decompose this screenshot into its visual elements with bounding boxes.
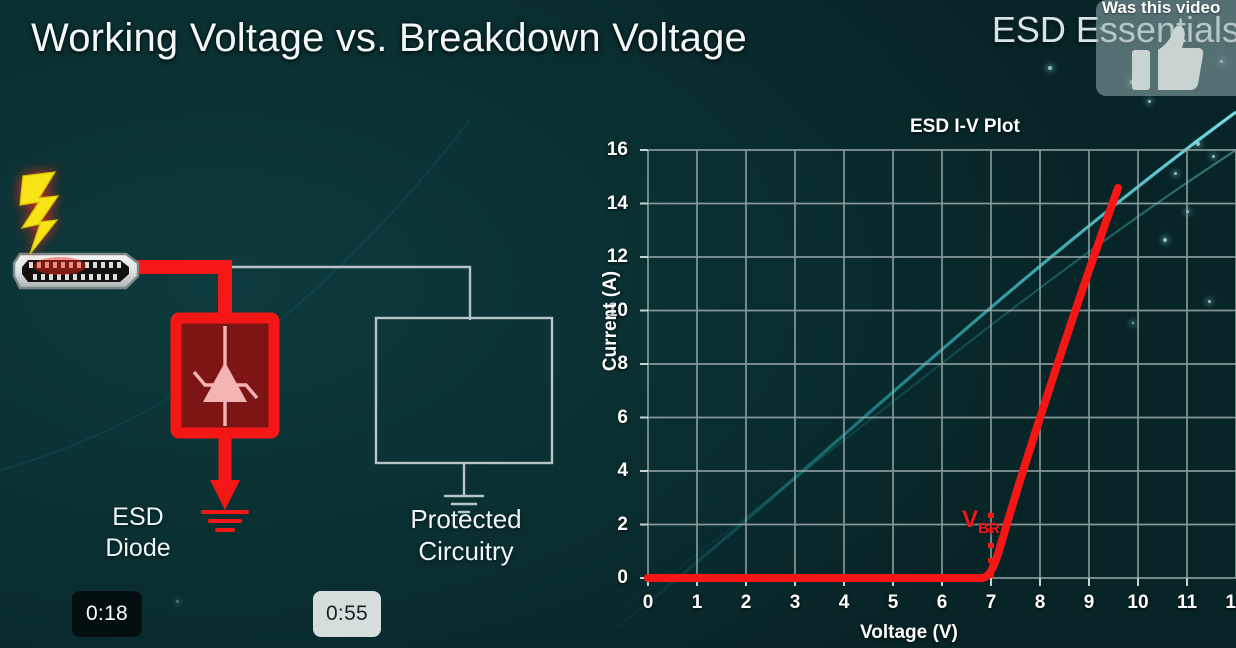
chart-plot-area — [640, 149, 1236, 586]
chart-title: ESD I-V Plot — [910, 116, 1020, 137]
esd-diode-label-line2: Diode — [105, 533, 171, 562]
x-tick-label: 6 — [936, 592, 948, 613]
ground-symbol-icon — [201, 510, 249, 532]
x-axis-title: Voltage (V) — [860, 622, 958, 643]
esd-diode-label-line1: ESD — [112, 503, 164, 531]
signal-wire — [140, 265, 472, 320]
y-tick-label: 14 — [606, 193, 628, 214]
esd-iv-chart: ESD I-V Plot — [580, 110, 1236, 648]
x-tick-label: 2 — [740, 592, 752, 613]
x-tick-label: 9 — [1083, 592, 1095, 613]
iv-curve — [644, 184, 1122, 582]
protected-label-line1: Protected — [410, 504, 522, 534]
esd-diode-label: ESD Diode — [86, 502, 190, 563]
x-tick-label: 1 — [691, 592, 703, 613]
tvs-zener-diode-icon — [192, 326, 259, 426]
video-survey-popup[interactable]: Was this video — [1096, 0, 1236, 96]
current-time-badge[interactable]: 0:18 — [72, 591, 142, 637]
x-tick-label: 10 — [1127, 592, 1149, 613]
protected-circuitry-box — [374, 316, 554, 495]
hdmi-connector-icon — [12, 252, 140, 290]
thumbs-up-icon[interactable] — [1132, 24, 1204, 92]
x-tick-label: 0 — [642, 592, 654, 613]
circuit-diagram: ESD Diode Protected Circuitry — [0, 150, 580, 570]
chart-gridlines — [647, 149, 1236, 579]
x-tick-label: 12 — [1225, 592, 1236, 613]
protected-circuitry-label: Protected Circuitry — [378, 504, 554, 567]
survey-prompt-text: Was this video — [1102, 0, 1221, 17]
breakdown-voltage-label: VBR — [962, 506, 1000, 537]
y-tick-label: 12 — [606, 246, 628, 267]
y-tick-label: 6 — [617, 407, 628, 428]
x-tick-label: 3 — [789, 592, 801, 613]
y-axis-title: Current (A) — [600, 270, 621, 372]
y-tick-label: 16 — [606, 139, 628, 160]
y-tick-label: 10 — [606, 300, 628, 321]
y-tick-label: 2 — [617, 514, 628, 535]
ground-symbol-icon-2 — [443, 494, 485, 514]
total-time-badge[interactable]: 0:55 — [313, 591, 381, 637]
x-tick-label: 11 — [1176, 592, 1198, 613]
vbr-main: V — [962, 506, 979, 533]
page-title: Working Voltage vs. Breakdown Voltage — [31, 16, 747, 60]
esd-diode-block — [170, 312, 280, 439]
y-tick-label: 4 — [617, 460, 628, 481]
lightning-bolt-icon — [19, 171, 60, 255]
protected-label-line2: Circuitry — [418, 535, 514, 566]
x-tick-label: 4 — [838, 592, 850, 613]
y-tick-label: 0 — [617, 567, 628, 588]
x-tick-label: 8 — [1034, 592, 1046, 613]
x-tick-label: 7 — [985, 592, 997, 613]
esd-current-path — [129, 260, 240, 510]
x-tick-label: 5 — [887, 592, 899, 613]
vbr-subscript: BR — [978, 519, 1000, 537]
y-tick-label: 8 — [617, 353, 628, 374]
